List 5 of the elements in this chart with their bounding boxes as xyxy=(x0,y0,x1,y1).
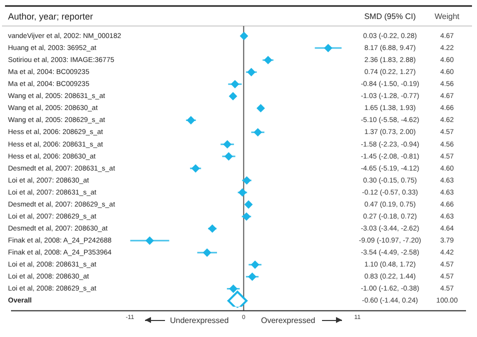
text: Weight xyxy=(434,12,460,22)
text: Overexpressed xyxy=(261,316,316,326)
y-axis-title: Author, year; reporter xyxy=(8,11,94,22)
text: Underexpressed xyxy=(170,316,229,326)
text: SMD (95% CI) xyxy=(364,12,416,22)
